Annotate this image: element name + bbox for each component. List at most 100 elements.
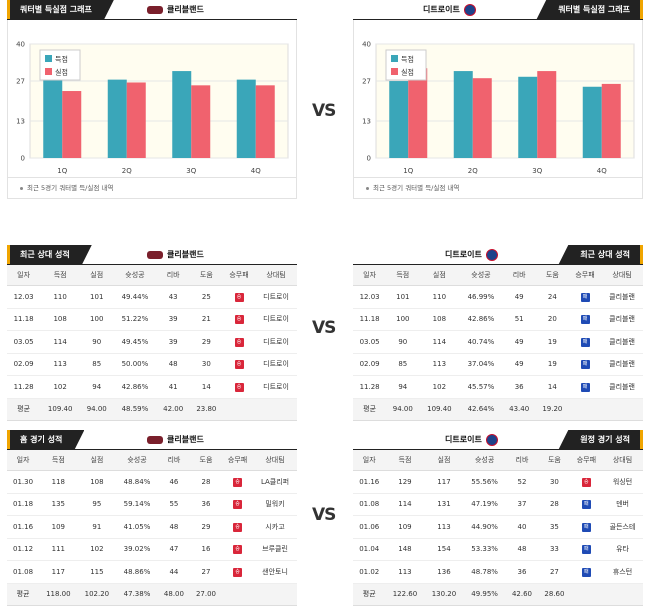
bar-scored <box>582 86 602 158</box>
table-cell: 휴스턴 <box>602 560 643 584</box>
right-recent-table: 일자 득점 실점 슛성공 리바 도움 승무패 상대팀 12.03 101 110 46.99% 49 24… <box>353 265 643 421</box>
vs-label-2: VS <box>312 318 336 338</box>
table-cell: 90 <box>386 330 420 354</box>
result-cell: 승 <box>222 470 254 494</box>
y-tick-label: 40 <box>362 41 371 49</box>
column-header: 실점 <box>77 450 117 471</box>
table-cell: 40 <box>505 515 539 539</box>
team-name: 클리블랜드 <box>167 5 204 14</box>
result-badge: 승 <box>233 567 243 577</box>
bar-scored <box>389 81 409 158</box>
table-cell: 94.00 <box>80 398 114 421</box>
table-cell: 35 <box>538 515 571 539</box>
table-cell: 50.00% <box>113 353 157 376</box>
result-badge: 승 <box>234 382 244 392</box>
table-cell: 41 <box>156 375 190 399</box>
result-cell: 승 <box>222 538 254 561</box>
table-cell: 130.20 <box>424 583 464 606</box>
table-cell: 14 <box>535 375 569 399</box>
column-header: 리바 <box>156 265 190 286</box>
table-cell: 24 <box>535 285 569 309</box>
legend-swatch <box>45 68 52 75</box>
table-cell: 41.05% <box>116 515 158 539</box>
table-cell: 클리블랜 <box>601 308 643 331</box>
left-quarter-header: 쿼터별 득실점 그래프 클리블랜드 <box>7 0 297 20</box>
table-cell: 94 <box>80 375 114 399</box>
table-cell: 33 <box>538 538 571 561</box>
table-cell: 117 <box>39 560 78 584</box>
table-cell: 27 <box>538 560 571 584</box>
legend-label: 득점 <box>55 56 68 64</box>
y-tick-label: 27 <box>362 78 371 86</box>
table-cell: 덴버 <box>602 493 643 516</box>
result-badge: 패 <box>581 500 591 510</box>
y-tick-label: 0 <box>21 155 25 163</box>
table-cell: 12.03 <box>7 285 41 309</box>
bar-allowed <box>191 85 211 158</box>
table-cell: 클리블랜 <box>601 330 643 354</box>
column-header: 득점 <box>39 450 78 471</box>
table-cell: 102 <box>40 375 81 399</box>
table-cell: 01.04 <box>353 538 386 561</box>
y-tick-label: 0 <box>367 155 371 163</box>
column-header: 득점 <box>40 265 81 286</box>
column-header: 실점 <box>80 265 114 286</box>
result-cell: 패 <box>570 493 603 516</box>
table-cell: 113 <box>419 353 460 376</box>
table-cell: 44 <box>157 560 190 584</box>
table-cell: 28.60 <box>538 583 571 606</box>
table-row: 01.08 114 131 47.19% 37 28 패 덴버 <box>353 493 643 516</box>
column-header: 득점 <box>385 450 425 471</box>
column-header: 일자 <box>353 450 386 471</box>
x-tick-label: 1Q <box>57 167 67 175</box>
result-cell: 승 <box>222 560 254 584</box>
result-badge: 승 <box>233 545 243 555</box>
table-cell: 49.45% <box>113 330 157 354</box>
table-cell: 148 <box>385 538 425 561</box>
table-cell: 55.56% <box>463 470 506 494</box>
table-cell: 48 <box>156 353 190 376</box>
bar-allowed <box>126 82 146 158</box>
result-badge: 승 <box>233 477 243 487</box>
table-cell: 114 <box>385 493 425 516</box>
bar-scored <box>518 76 538 158</box>
table-cell: 27 <box>189 560 223 584</box>
legend-swatch <box>45 55 52 62</box>
table-cell: 49.95% <box>463 583 506 606</box>
table-cell: 102 <box>77 538 117 561</box>
table-cell: 47 <box>157 538 190 561</box>
table-cell: 135 <box>39 493 78 516</box>
table-cell: 49 <box>502 285 536 309</box>
bar-allowed <box>472 78 492 158</box>
bar-scored <box>453 71 473 158</box>
table-cell: 51 <box>502 308 536 331</box>
table-cell: 01.06 <box>353 515 386 539</box>
column-header: 슛성공 <box>113 265 157 286</box>
left-quarter-tab: 쿼터별 득실점 그래프 <box>7 0 114 20</box>
table-cell: 03.05 <box>7 330 41 354</box>
table-cell: 90 <box>80 330 114 354</box>
result-badge: 승 <box>581 477 591 487</box>
result-cell: 승 <box>222 308 256 331</box>
table-cell: 23.80 <box>189 398 223 421</box>
table-cell: 118 <box>39 470 78 494</box>
column-header: 리바 <box>157 450 190 471</box>
x-tick-label: 3Q <box>186 167 196 175</box>
table-cell: 42.64% <box>459 398 503 421</box>
table-cell: 디트로이 <box>255 353 297 376</box>
table-cell <box>601 398 643 421</box>
table-row: 11.28 94 102 45.57% 36 14 패 클리블랜 <box>353 375 643 399</box>
table-cell: 110 <box>419 285 460 309</box>
table-cell <box>570 583 603 606</box>
table-cell: 워싱턴 <box>602 470 643 494</box>
table-cell: 47.19% <box>463 493 506 516</box>
left-recent-panel: 최근 상대 성적 클리블랜드 일자 득점 실점 슛성공 리바 도움 승무패 상대팀 12.03 1… <box>7 245 297 421</box>
table-cell: 28 <box>538 493 571 516</box>
table-cell: 109.40 <box>419 398 460 421</box>
left-home-panel: 홈 경기 성적 클리블랜드 일자 득점 실점 슛성공 리바 도움 승무패 상대팀 01.30 11… <box>7 430 297 606</box>
table-cell: 109 <box>39 515 78 539</box>
column-header: 승무패 <box>568 265 602 286</box>
table-cell: 11.18 <box>7 308 41 331</box>
table-cell: 48.00 <box>157 583 190 606</box>
